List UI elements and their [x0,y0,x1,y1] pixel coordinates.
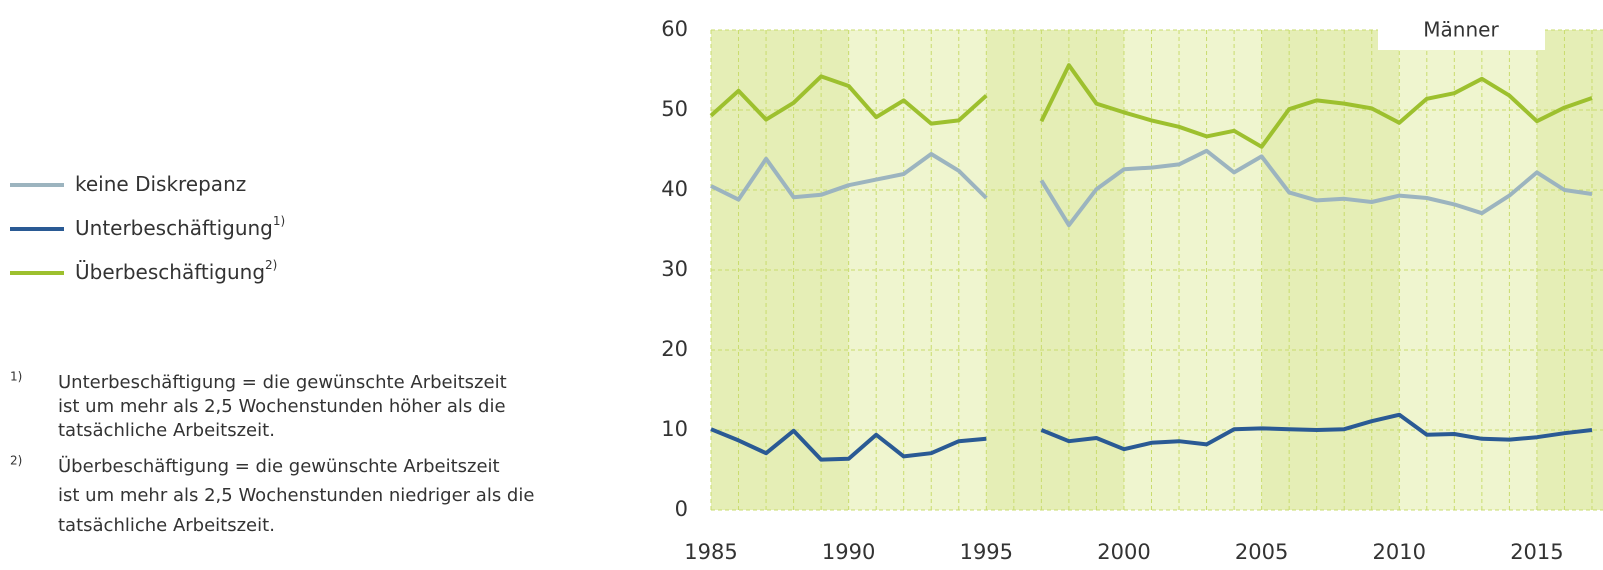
x-tick-label: 2015 [1510,540,1563,564]
y-tick-label: 50 [661,97,688,121]
footnote-text: tatsächliche Arbeitszeit. [58,420,275,441]
y-tick-label: 30 [661,257,688,281]
labels: 0 10 20 30 40 50 60 1985 1990 1995 2000 2005 2010 201… [10,17,1564,564]
x-tick-label: 2005 [1235,540,1288,564]
footnote-text: ist um mehr als 2,5 Wochenstunden höher … [58,396,506,417]
footnote-text: Unterbeschäftigung = die gewünschte Arbe… [58,372,507,393]
footnote-text: Überbeschäftigung = die gewünschte Arbei… [58,455,500,477]
legend-label: keine Diskrepanz [75,172,246,196]
legend-label: Unterbeschäftigung1) [75,214,285,240]
footnote-text: tatsächliche Arbeitszeit. [58,515,275,536]
band [1123,30,1262,510]
y-tick-label: 10 [661,417,688,441]
x-tick-label: 2000 [1097,540,1150,564]
legend-name: Überbeschäftigung [75,260,265,284]
panel-box [1378,10,1545,50]
legend-footnote-ref: 2) [265,258,277,272]
y-tick-label: 20 [661,337,688,361]
series-line [710,412,1593,462]
footnote-marker: 1) [10,370,22,384]
legend-name: keine Diskrepanz [75,172,246,196]
y-tick-label: 0 [675,497,688,521]
x-tick-label: 1990 [822,540,875,564]
x-tick-label: 1985 [684,540,737,564]
panel-label: Männer [1423,18,1499,42]
series-line [709,63,1593,149]
footnote-marker: 2) [10,454,22,468]
legend-footnote-ref: 1) [273,214,285,228]
y-tick-label: 40 [661,177,688,201]
x-tick-label: 1995 [960,540,1013,564]
footnote-text: ist um mehr als 2,5 Wochenstunden niedri… [58,485,534,506]
x-tick-label: 2010 [1373,540,1426,564]
y-tick-label: 60 [661,17,688,41]
legend-label: Überbeschäftigung2) [75,258,277,284]
lines [709,63,1593,462]
legend-name: Unterbeschäftigung [75,216,273,240]
series-line [710,148,1593,228]
